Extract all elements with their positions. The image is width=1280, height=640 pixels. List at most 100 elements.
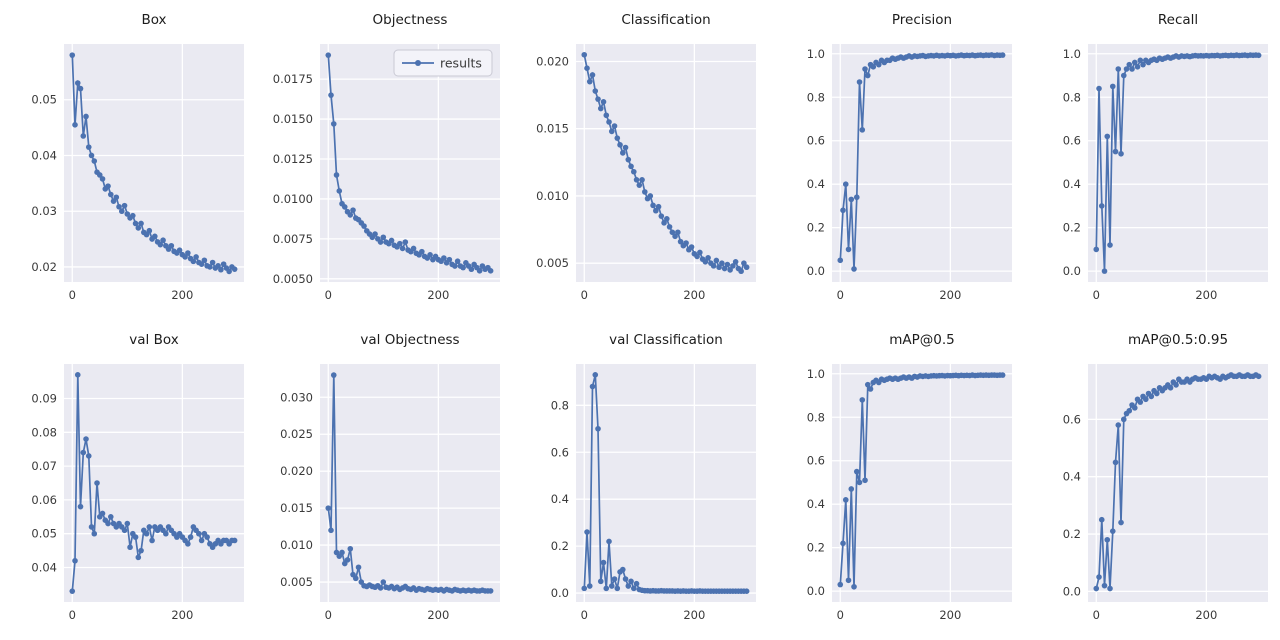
data-point-marker: [163, 530, 169, 537]
subplot-val-classification: val Classification 0.0 0.2 0.4 0.6 0.8 0 200: [512, 320, 768, 640]
data-point-marker: [999, 52, 1006, 58]
data-point-marker: [176, 247, 183, 254]
data-point-marker: [99, 176, 106, 182]
data-point-marker: [732, 259, 739, 265]
data-point-marker: [713, 257, 720, 264]
x-tick-label: 0: [325, 608, 332, 622]
data-point-marker: [105, 520, 111, 527]
data-point-marker: [185, 541, 191, 547]
data-point-marker: [397, 240, 403, 247]
y-tick-label: 1.0: [1063, 47, 1081, 61]
data-point-marker: [355, 564, 362, 571]
y-tick-label: 0.015: [280, 501, 313, 515]
data-point-marker: [1112, 148, 1119, 155]
data-point-marker: [600, 99, 607, 105]
data-point-marker: [625, 583, 632, 589]
y-tick-label: 0.4: [551, 492, 569, 506]
data-point-marker: [867, 386, 874, 392]
data-point-marker: [840, 540, 846, 547]
y-tick-label: 0.0100: [273, 192, 313, 206]
y-tick-label: 0.07: [31, 459, 57, 473]
data-point-marker: [91, 530, 98, 537]
data-point-marker: [1137, 57, 1144, 64]
chart-title-classification: Classification: [621, 12, 711, 28]
data-point-marker: [862, 66, 868, 72]
data-point-marker: [441, 255, 447, 261]
data-point-marker: [110, 198, 117, 204]
data-point-marker: [622, 576, 629, 582]
data-point-marker: [611, 123, 618, 129]
data-point-marker: [157, 241, 164, 248]
y-tick-label: 0.4: [1063, 177, 1081, 191]
axes-background: [64, 364, 244, 602]
data-point-marker: [837, 581, 844, 588]
data-point-marker: [683, 240, 689, 246]
data-point-marker: [628, 578, 634, 585]
data-point-marker: [625, 156, 632, 163]
data-point-marker: [388, 237, 395, 244]
data-point-marker: [80, 449, 87, 456]
data-point-marker: [730, 263, 736, 269]
data-point-marker: [1096, 574, 1102, 580]
subplot-recall: Recall 0.0 0.2 0.4 0.6 0.8 1.0 0 200: [1024, 0, 1280, 320]
data-point-marker: [999, 372, 1006, 378]
y-tick-label: 0.0: [807, 264, 825, 278]
y-tick-label: 0.005: [536, 256, 569, 270]
data-point-marker: [856, 79, 863, 85]
data-point-marker: [231, 537, 238, 544]
data-point-marker: [347, 212, 354, 218]
data-point-marker: [743, 588, 750, 595]
data-point-marker: [124, 520, 131, 527]
data-point-marker: [608, 583, 615, 589]
data-point-marker: [859, 397, 866, 403]
data-point-marker: [1120, 416, 1127, 423]
data-point-marker: [721, 265, 728, 272]
axes-background: [320, 364, 500, 602]
data-point-marker: [380, 234, 387, 241]
data-point-marker: [697, 249, 703, 256]
data-point-marker: [127, 544, 133, 551]
data-point-marker: [1115, 422, 1122, 428]
data-point-marker: [592, 88, 599, 94]
data-point-marker: [160, 237, 166, 243]
data-point-marker: [118, 208, 125, 215]
data-point-marker: [1093, 246, 1100, 253]
y-tick-label: 0.0175: [273, 72, 313, 86]
axes-background: [832, 44, 1012, 282]
y-tick-label: 0.0050: [273, 272, 313, 286]
x-tick-label: 200: [171, 288, 193, 302]
data-point-marker: [1101, 268, 1108, 274]
data-point-marker: [633, 580, 640, 587]
data-point-marker: [83, 436, 89, 442]
data-point-marker: [856, 479, 863, 486]
data-point-marker: [72, 122, 78, 128]
y-tick-label: 0.02: [31, 260, 57, 274]
y-tick-label: 1.0: [807, 367, 825, 381]
data-point-marker: [1101, 582, 1108, 589]
data-point-marker: [80, 133, 87, 139]
data-point-marker: [724, 261, 731, 268]
data-point-marker: [694, 253, 700, 260]
data-point-marker: [143, 530, 150, 537]
data-point-marker: [664, 216, 670, 222]
subplot-map50-95: mAP@0.5:0.95 0.0 0.2 0.4 0.6 0 200: [1024, 320, 1280, 640]
data-point-marker: [619, 150, 626, 156]
data-point-marker: [606, 119, 612, 125]
data-point-marker: [661, 220, 667, 226]
data-point-marker: [1093, 585, 1100, 592]
y-tick-label: 0.020: [280, 464, 313, 478]
data-point-marker: [1109, 528, 1116, 534]
data-point-marker: [606, 538, 612, 545]
data-point-marker: [218, 266, 224, 273]
axes-background: [320, 44, 500, 282]
data-point-marker: [688, 244, 695, 250]
data-point-marker: [848, 196, 855, 203]
y-tick-label: 0.4: [1063, 470, 1081, 484]
data-point-marker: [619, 566, 626, 573]
data-point-marker: [669, 229, 676, 236]
data-point-marker: [468, 266, 475, 273]
x-tick-label: 0: [837, 608, 844, 622]
data-point-marker: [1120, 72, 1127, 79]
data-point-marker: [427, 252, 433, 258]
data-point-marker: [419, 248, 425, 255]
